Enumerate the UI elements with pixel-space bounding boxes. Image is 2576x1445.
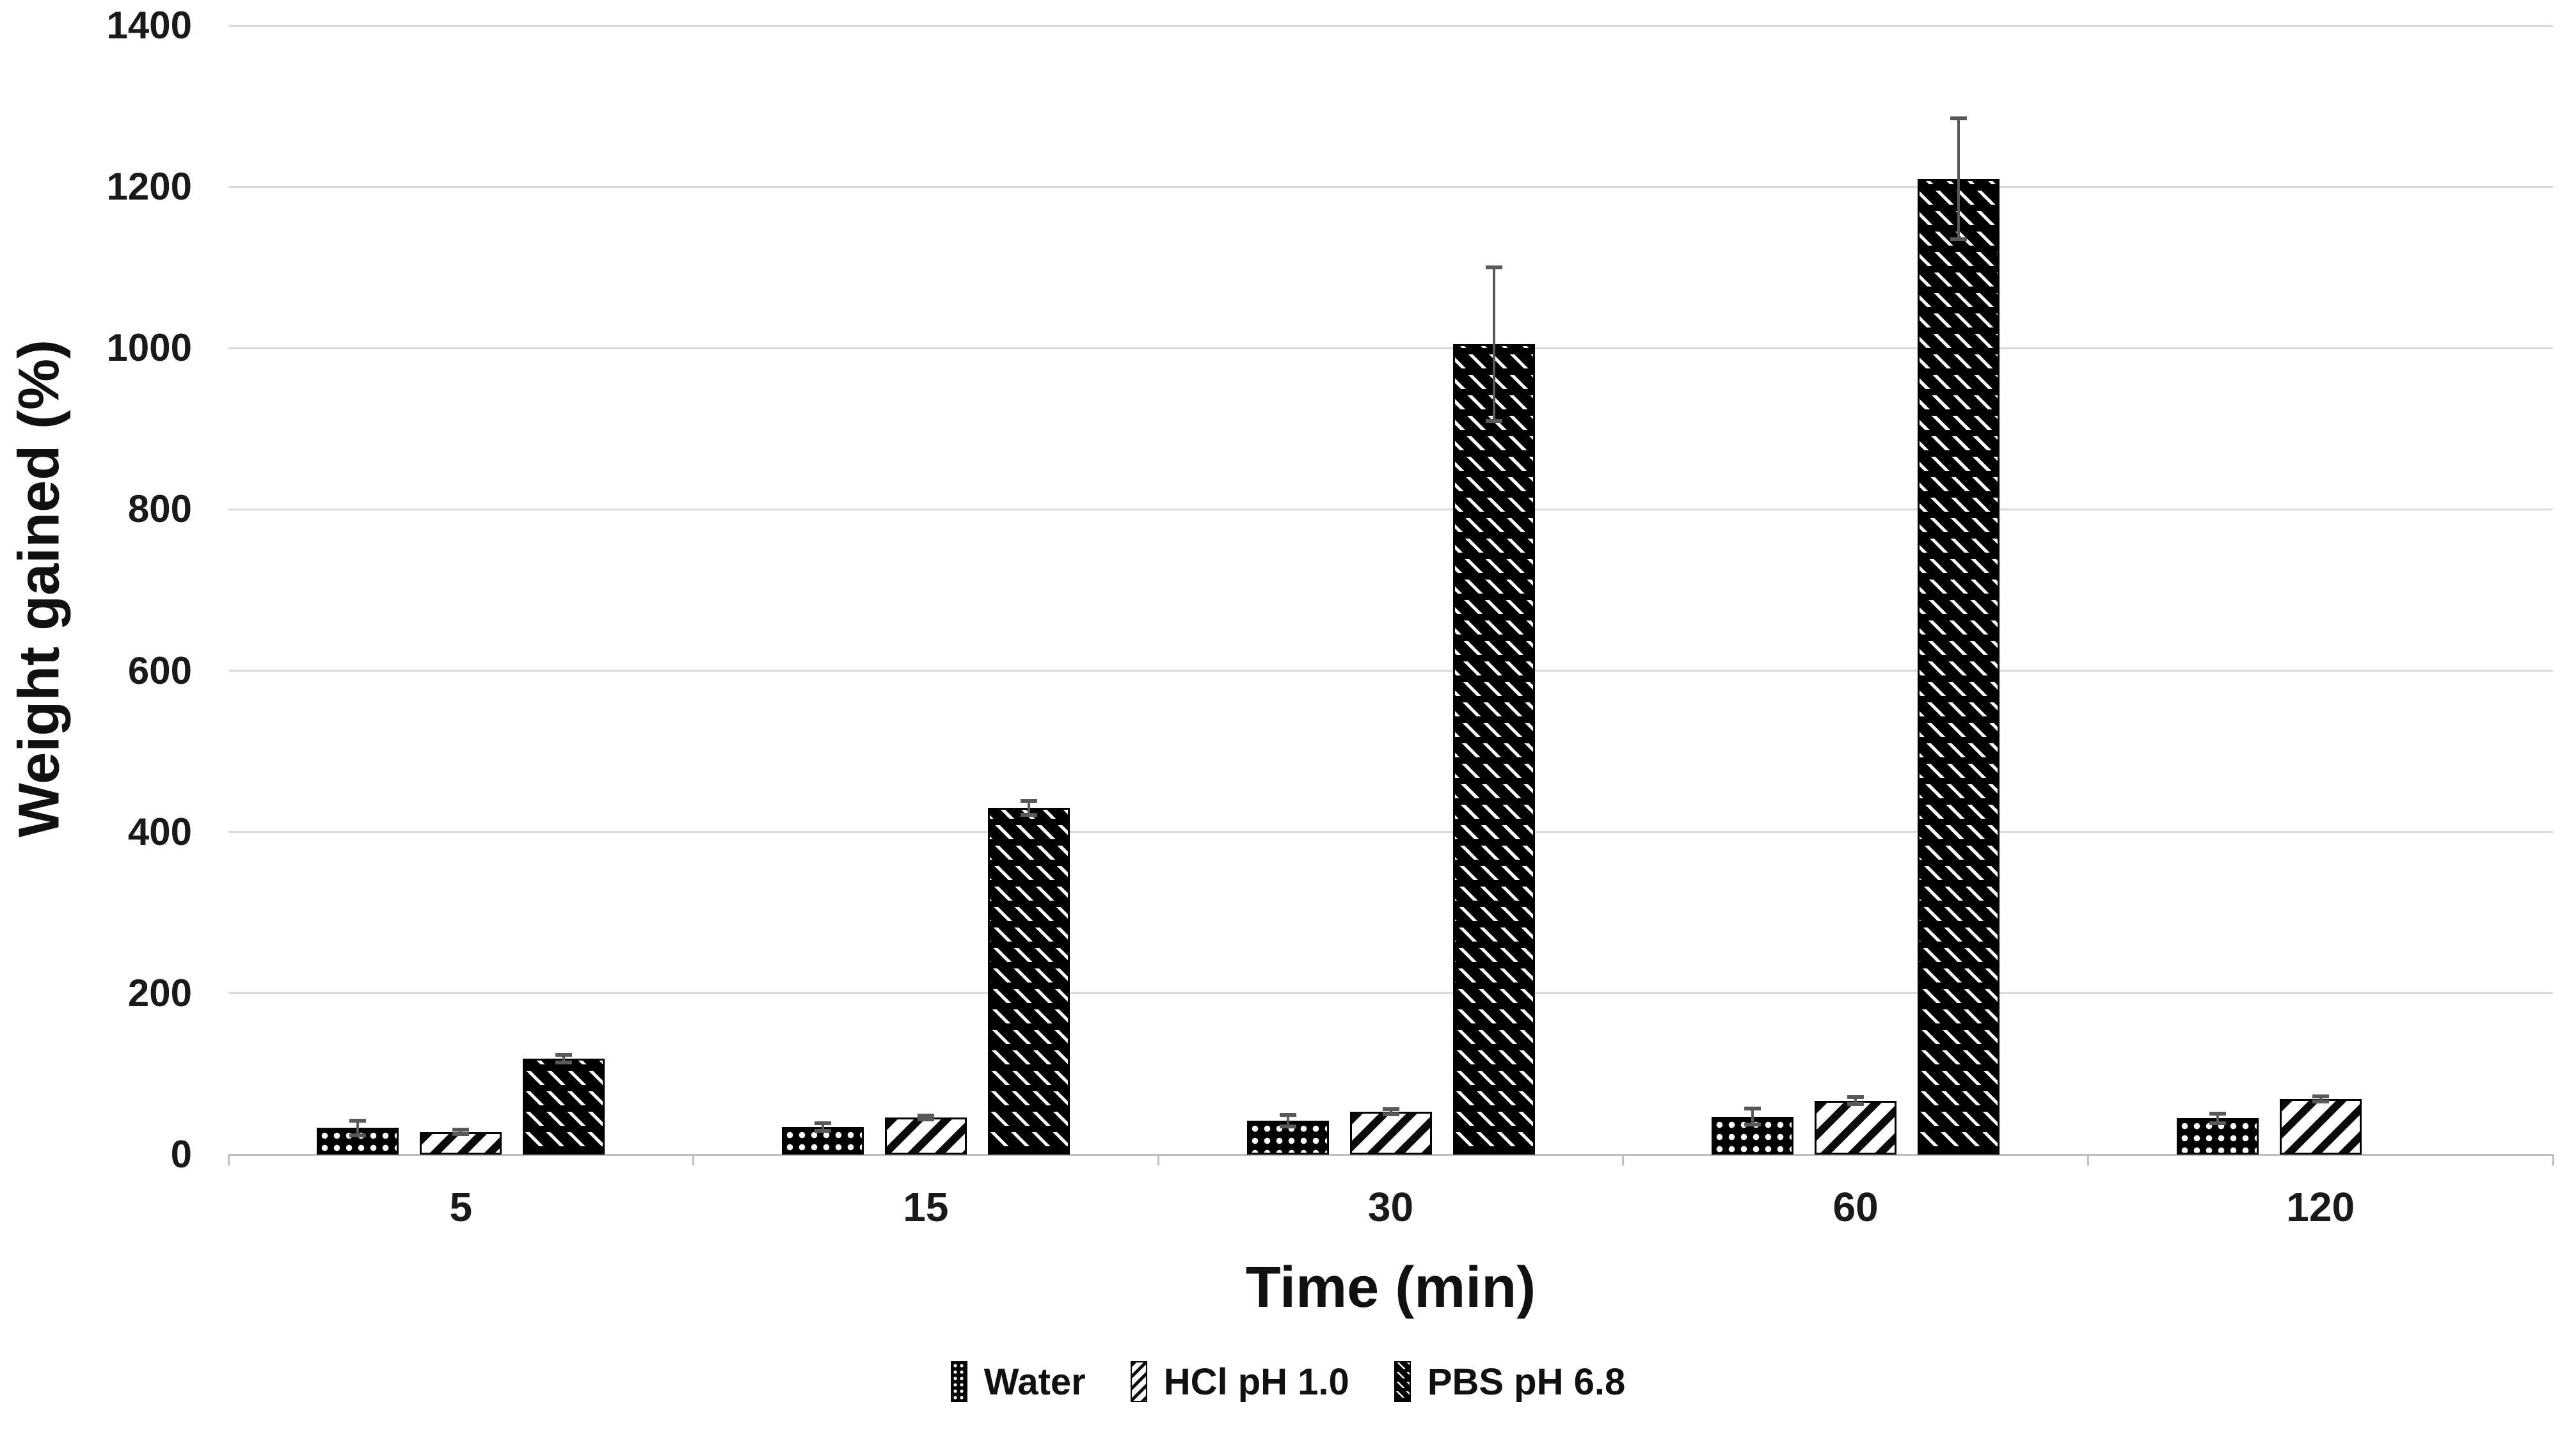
y-tick-label-0: 0 bbox=[170, 1133, 192, 1176]
error-bar-cap-bottom bbox=[2312, 1099, 2329, 1103]
bar-pbs-ph-6-8-60 bbox=[1918, 178, 2000, 1155]
bar-hcl-ph-1-0-15 bbox=[884, 1117, 967, 1155]
error-bar-cap-top bbox=[1744, 1107, 1761, 1111]
error-bar-cap-top bbox=[1485, 265, 1502, 270]
x-tick-label-120: 120 bbox=[2286, 1184, 2355, 1230]
gridline-600 bbox=[228, 670, 2553, 672]
gridline-1200 bbox=[228, 186, 2553, 188]
error-bar bbox=[1751, 1109, 1754, 1125]
error-bar bbox=[2319, 1096, 2322, 1102]
error-bar-cap-bottom bbox=[1847, 1102, 1864, 1106]
error-bar bbox=[1286, 1115, 1289, 1126]
legend-item-water: Water bbox=[950, 1361, 1086, 1403]
error-bar-cap-top bbox=[917, 1114, 934, 1118]
y-tick-label-1400: 1400 bbox=[106, 4, 192, 47]
bar-hcl-ph-1-0-60 bbox=[1815, 1100, 1897, 1155]
legend-swatch-icon bbox=[1130, 1361, 1147, 1402]
x-tick-label-5: 5 bbox=[449, 1184, 473, 1230]
error-bar-cap-bottom bbox=[452, 1132, 470, 1137]
y-tick-label-1200: 1200 bbox=[106, 165, 192, 209]
category-boundary-tick bbox=[227, 1155, 230, 1165]
bar-pbs-ph-6-8-30 bbox=[1452, 343, 1535, 1155]
error-bar-cap-top bbox=[1847, 1095, 1864, 1100]
gridline-800 bbox=[228, 508, 2553, 510]
x-tick-label-60: 60 bbox=[1833, 1184, 1879, 1230]
error-bar-cap-top bbox=[555, 1052, 573, 1057]
gridline-400 bbox=[228, 831, 2553, 833]
error-bar-cap-top bbox=[1020, 798, 1037, 803]
y-tick-label-400: 400 bbox=[127, 810, 192, 853]
y-tick-label-1000: 1000 bbox=[106, 326, 192, 370]
gridline-200 bbox=[228, 992, 2553, 995]
error-bar bbox=[1854, 1097, 1857, 1104]
bar-hcl-ph-1-0-5 bbox=[420, 1132, 502, 1155]
category-boundary-tick bbox=[2087, 1155, 2089, 1165]
y-tick-label-200: 200 bbox=[127, 971, 192, 1015]
error-bar bbox=[1492, 267, 1495, 421]
error-bar-cap-top bbox=[814, 1121, 831, 1125]
error-bar-cap-bottom bbox=[2209, 1121, 2226, 1125]
error-bar-cap-bottom bbox=[1744, 1123, 1761, 1127]
error-bar bbox=[1389, 1109, 1392, 1114]
error-bar-cap-bottom bbox=[349, 1133, 367, 1137]
x-axis-title: Time (min) bbox=[1245, 1256, 1536, 1320]
error-bar-cap-bottom bbox=[1382, 1112, 1399, 1116]
error-bar-cap-bottom bbox=[1279, 1124, 1296, 1128]
y-tick-label-600: 600 bbox=[127, 649, 192, 692]
x-tick-label-15: 15 bbox=[903, 1184, 949, 1230]
error-bar-cap-top bbox=[2209, 1111, 2226, 1116]
error-bar-cap-top bbox=[1950, 116, 1968, 120]
error-bar-cap-top bbox=[1279, 1113, 1296, 1117]
error-bar-cap-bottom bbox=[1950, 237, 1968, 242]
gridline-1000 bbox=[228, 347, 2553, 349]
error-bar bbox=[1957, 118, 1960, 240]
error-bar bbox=[2216, 1113, 2219, 1123]
error-bar bbox=[459, 1129, 463, 1135]
legend-label: Water bbox=[983, 1361, 1086, 1403]
legend-label: HCl pH 1.0 bbox=[1163, 1361, 1349, 1403]
category-boundary-tick bbox=[1157, 1155, 1159, 1165]
x-axis-line bbox=[228, 1154, 2553, 1156]
y-tick-label-800: 800 bbox=[127, 487, 192, 531]
legend-label: PBS pH 6.8 bbox=[1427, 1361, 1626, 1403]
error-bar-cap-top bbox=[2312, 1094, 2329, 1099]
category-boundary-tick bbox=[1622, 1155, 1625, 1165]
error-bar-cap-bottom bbox=[1485, 418, 1502, 423]
error-bar-cap-bottom bbox=[917, 1117, 934, 1121]
category-boundary-tick bbox=[2552, 1155, 2554, 1165]
bar-pbs-ph-6-8-15 bbox=[987, 807, 1070, 1155]
error-bar-cap-top bbox=[1382, 1107, 1399, 1112]
error-bar-cap-top bbox=[349, 1119, 367, 1123]
error-bar bbox=[562, 1054, 566, 1063]
error-bar-cap-top bbox=[452, 1127, 470, 1132]
error-bar bbox=[356, 1121, 360, 1135]
legend-item-hcl-ph-1-0: HCl pH 1.0 bbox=[1130, 1361, 1349, 1403]
error-bar-cap-bottom bbox=[814, 1129, 831, 1133]
legend: Water HCl pH 1.0 PBS pH 6.8 bbox=[0, 1340, 2576, 1423]
legend-swatch-icon bbox=[1394, 1361, 1411, 1402]
bar-pbs-ph-6-8-5 bbox=[523, 1058, 605, 1155]
legend-swatch-icon bbox=[950, 1361, 967, 1402]
gridline-1400 bbox=[228, 24, 2553, 27]
bar-hcl-ph-1-0-30 bbox=[1349, 1112, 1432, 1155]
error-bar-cap-bottom bbox=[1020, 813, 1037, 817]
error-bar bbox=[821, 1123, 824, 1132]
error-bar bbox=[1027, 800, 1030, 816]
bar-hcl-ph-1-0-120 bbox=[2279, 1099, 2362, 1155]
x-tick-label-30: 30 bbox=[1367, 1184, 1414, 1230]
error-bar-cap-bottom bbox=[555, 1061, 573, 1065]
legend-item-pbs-ph-6-8: PBS pH 6.8 bbox=[1394, 1361, 1625, 1403]
category-boundary-tick bbox=[692, 1155, 695, 1165]
